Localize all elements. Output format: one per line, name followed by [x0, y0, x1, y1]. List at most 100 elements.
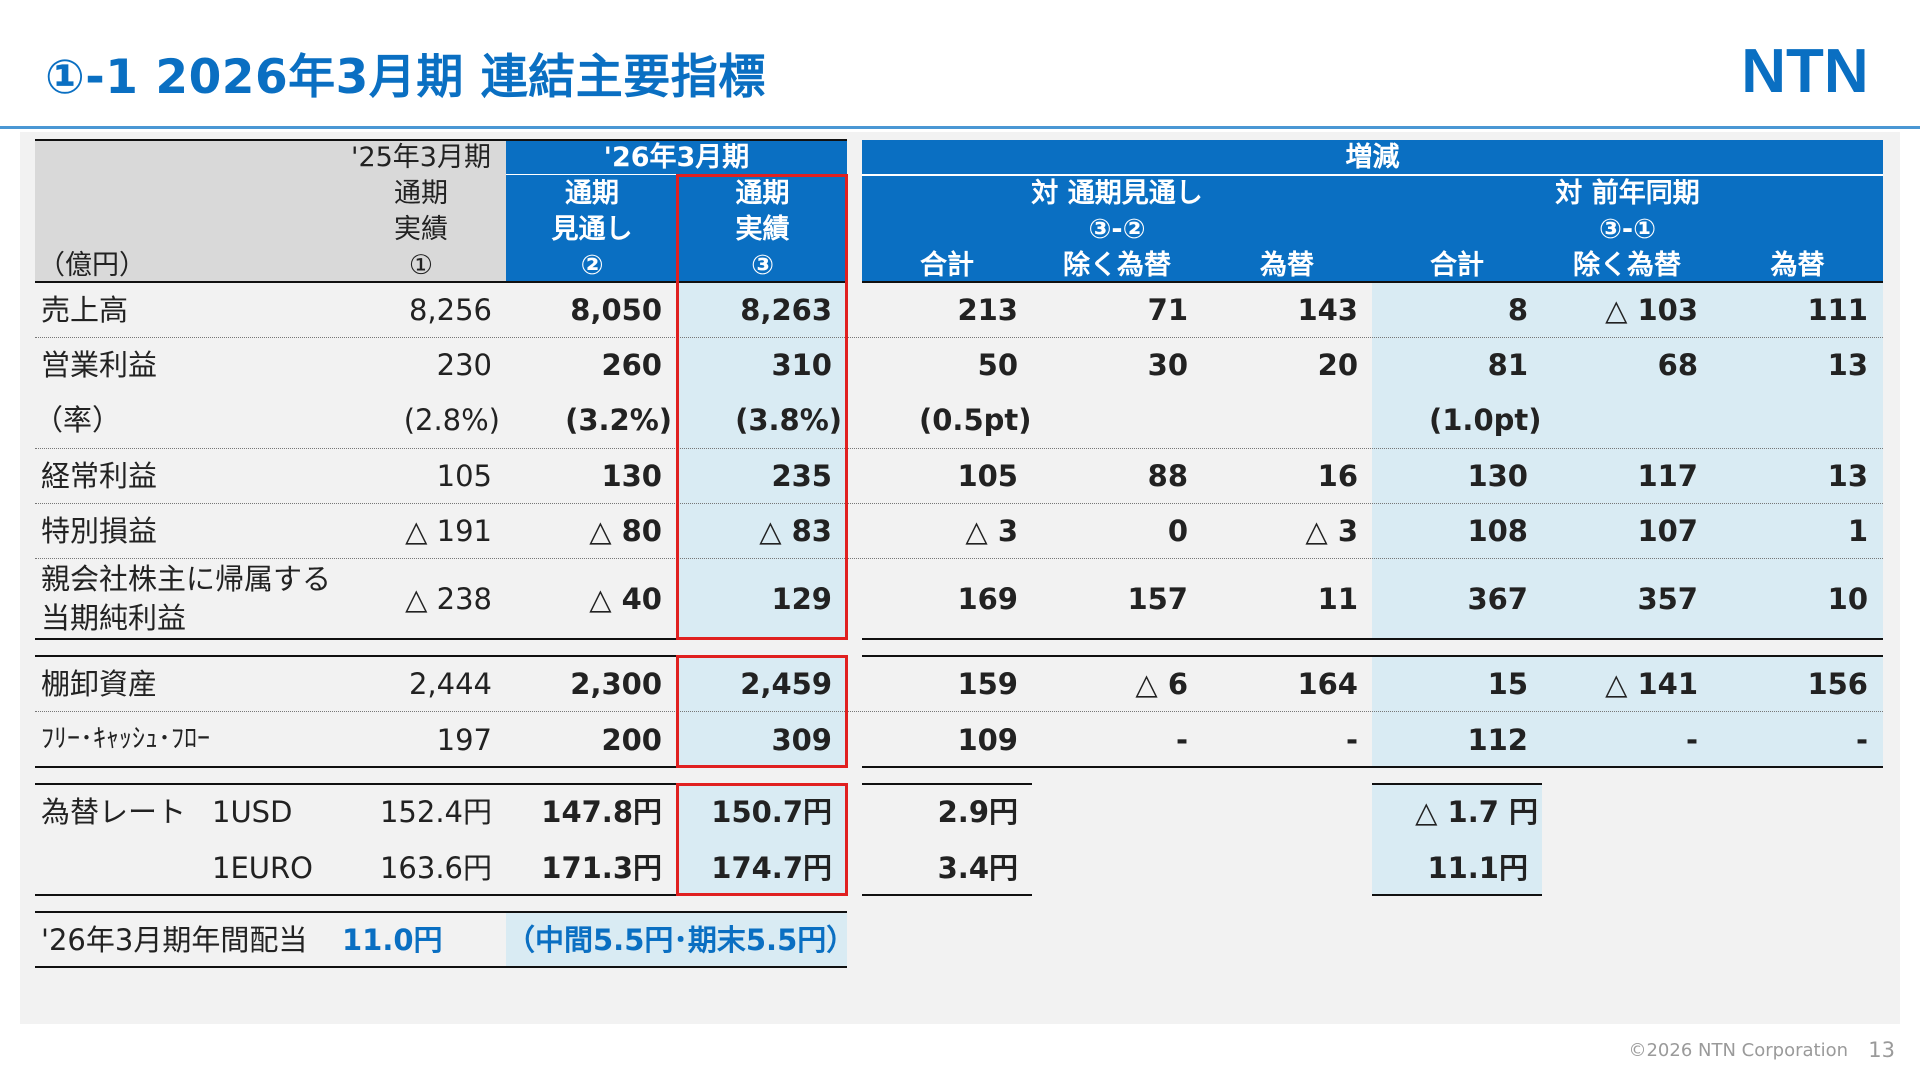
cell-fcf-vf-ex: - — [1175, 723, 1188, 757]
cell-margin-vf-total: (0.5pt) — [919, 403, 1032, 437]
cell-oi-vf-fx: 20 — [1317, 348, 1358, 382]
cell-ni-vf-ex: 157 — [1127, 582, 1188, 616]
ntn-logo: NTN — [1741, 38, 1868, 100]
cell-oi-vf-total: 50 — [977, 348, 1018, 382]
rule-fx-bottom-mid — [862, 894, 1032, 896]
header-change-group: 増減 — [1345, 142, 1400, 173]
cell-ext-vp-ex: 107 — [1637, 514, 1698, 548]
rule-header-bottom-left — [35, 281, 847, 283]
cell-fcf-vp-ex: - — [1685, 723, 1698, 757]
rule-div-bottom — [35, 966, 847, 968]
header-vs-prior-exfx: 除く為替 — [1573, 250, 1681, 281]
rule-div-top — [35, 911, 847, 913]
cell-margin-vp-total: (1.0pt) — [1429, 403, 1542, 437]
cell-euro-fy25: 163.6円 — [379, 851, 492, 885]
cell-ni-fcst: △ 40 — [589, 582, 662, 616]
unit-label: （億円） — [38, 250, 146, 281]
cell-inv-vp-total: 15 — [1487, 667, 1528, 701]
cell-ord-vf-total: 105 — [957, 459, 1018, 493]
page-title: ①-1 2026年3月期 連結主要指標 — [45, 50, 766, 105]
header-forecast-line2: 見通し — [551, 214, 633, 245]
header-forecast-line3: ② — [580, 250, 604, 281]
cell-margin-fcst: (3.2%) — [565, 403, 672, 437]
cell-sales-fcst: 8,050 — [570, 293, 662, 327]
cell-fcf-vf-fx: - — [1345, 723, 1358, 757]
row-sep-1 — [35, 337, 1883, 338]
fx-euro-name: 1EURO — [212, 851, 313, 885]
rule-top-left — [35, 139, 847, 141]
header-vs-forecast-title: 対 通期見通し — [1031, 178, 1203, 209]
rule-bs-bottom-right — [862, 766, 1883, 768]
row-label-operating-income: 営業利益 — [41, 348, 158, 382]
cell-inv-vf-ex: △ 6 — [1135, 667, 1188, 701]
highlight-vs-prior — [1372, 283, 1883, 639]
header-actual-line3: ③ — [751, 250, 774, 281]
cell-sales-vp-total: 8 — [1507, 293, 1528, 327]
cell-ord-act: 235 — [771, 459, 832, 493]
cell-ext-fy25: △ 191 — [405, 514, 492, 548]
cell-usd-act: 150.7円 — [711, 795, 832, 829]
cell-usd-vf: 2.9円 — [937, 795, 1018, 829]
cell-inv-vf-total: 159 — [957, 667, 1018, 701]
cell-sales-vp-ex: △ 103 — [1605, 293, 1698, 327]
header-vs-prior-total: 合計 — [1430, 250, 1484, 281]
cell-oi-fy25: 230 — [436, 348, 492, 382]
cell-fcf-fy25: 197 — [436, 723, 492, 757]
cell-ni-act: 129 — [771, 582, 832, 616]
cell-ext-vp-fx: 1 — [1847, 514, 1868, 548]
cell-ni-fy25: △ 238 — [405, 582, 492, 616]
cell-ord-vp-total: 130 — [1467, 459, 1528, 493]
cell-inv-fcst: 2,300 — [570, 667, 662, 701]
rule-fx-top-mid — [862, 783, 1032, 785]
header-actual-line1: 通期 — [735, 178, 790, 209]
header-vs-forecast-fx: 為替 — [1260, 250, 1314, 281]
header-vs-prior-fx: 為替 — [1770, 250, 1825, 281]
cell-ord-vp-fx: 13 — [1827, 459, 1868, 493]
rule-fx-bottom-right — [1372, 894, 1542, 896]
page-number: 13 — [1868, 1038, 1895, 1062]
row-label-net-income-1: 親会社株主に帰属する — [41, 562, 332, 596]
rule-fx-top-right — [1372, 783, 1542, 785]
cell-oi-vp-total: 81 — [1487, 348, 1528, 382]
row-label-net-income-2: 当期純利益 — [41, 601, 187, 635]
cell-ext-fcst: △ 80 — [589, 514, 662, 548]
header-bg-fy25 — [35, 140, 506, 282]
cell-ni-vp-ex: 357 — [1637, 582, 1698, 616]
header-vs-prior-title: 対 前年同期 — [1555, 178, 1700, 209]
cell-ord-fy25: 105 — [436, 459, 492, 493]
dividend-label: '26年3月期年間配当 — [41, 923, 308, 957]
dividend-detail: （中間5.5円･期末5.5円） — [506, 923, 856, 957]
cell-inv-vp-fx: 156 — [1807, 667, 1868, 701]
cell-ni-vp-total: 367 — [1467, 582, 1528, 616]
cell-ord-vf-fx: 16 — [1317, 459, 1358, 493]
cell-euro-fcst: 171.3円 — [541, 851, 662, 885]
cell-ext-act: △ 83 — [759, 514, 832, 548]
cell-oi-vf-ex: 30 — [1147, 348, 1188, 382]
row-label-margin: （率） — [34, 403, 122, 437]
cell-euro-vf: 3.4円 — [937, 851, 1018, 885]
highlight-box-fx — [676, 783, 848, 896]
highlight-vs-prior-fx — [1372, 785, 1542, 896]
header-vs-forecast-exfx: 除く為替 — [1063, 250, 1171, 281]
cell-sales-vp-fx: 111 — [1807, 293, 1868, 327]
rule-fx-top-left — [35, 783, 847, 785]
cell-inv-fy25: 2,444 — [408, 667, 492, 701]
svg-text:NTN: NTN — [1741, 38, 1868, 100]
cell-fcf-act: 309 — [771, 723, 832, 757]
header-actual-line2: 実績 — [735, 214, 790, 245]
rule-bs-top-right — [862, 655, 1883, 657]
cell-sales-vf-fx: 143 — [1297, 293, 1358, 327]
cell-ord-vf-ex: 88 — [1147, 459, 1188, 493]
row-label-ordinary-income: 経常利益 — [41, 459, 158, 493]
cell-ext-vf-fx: △ 3 — [1305, 514, 1358, 548]
cell-fcf-vp-fx: - — [1855, 723, 1868, 757]
rule-bs-bottom-left — [35, 766, 847, 768]
rule-pl-bottom-right — [862, 638, 1883, 640]
cell-usd-fy25: 152.4円 — [379, 795, 492, 829]
rule-bs-top-left — [35, 655, 847, 657]
header-fy26-group: '26年3月期 — [603, 142, 750, 173]
title-rule — [0, 126, 1920, 129]
cell-ni-vp-fx: 10 — [1827, 582, 1868, 616]
cell-usd-vp: △ 1.7 円 — [1415, 795, 1538, 829]
rule-header-bottom-right — [862, 281, 1883, 283]
